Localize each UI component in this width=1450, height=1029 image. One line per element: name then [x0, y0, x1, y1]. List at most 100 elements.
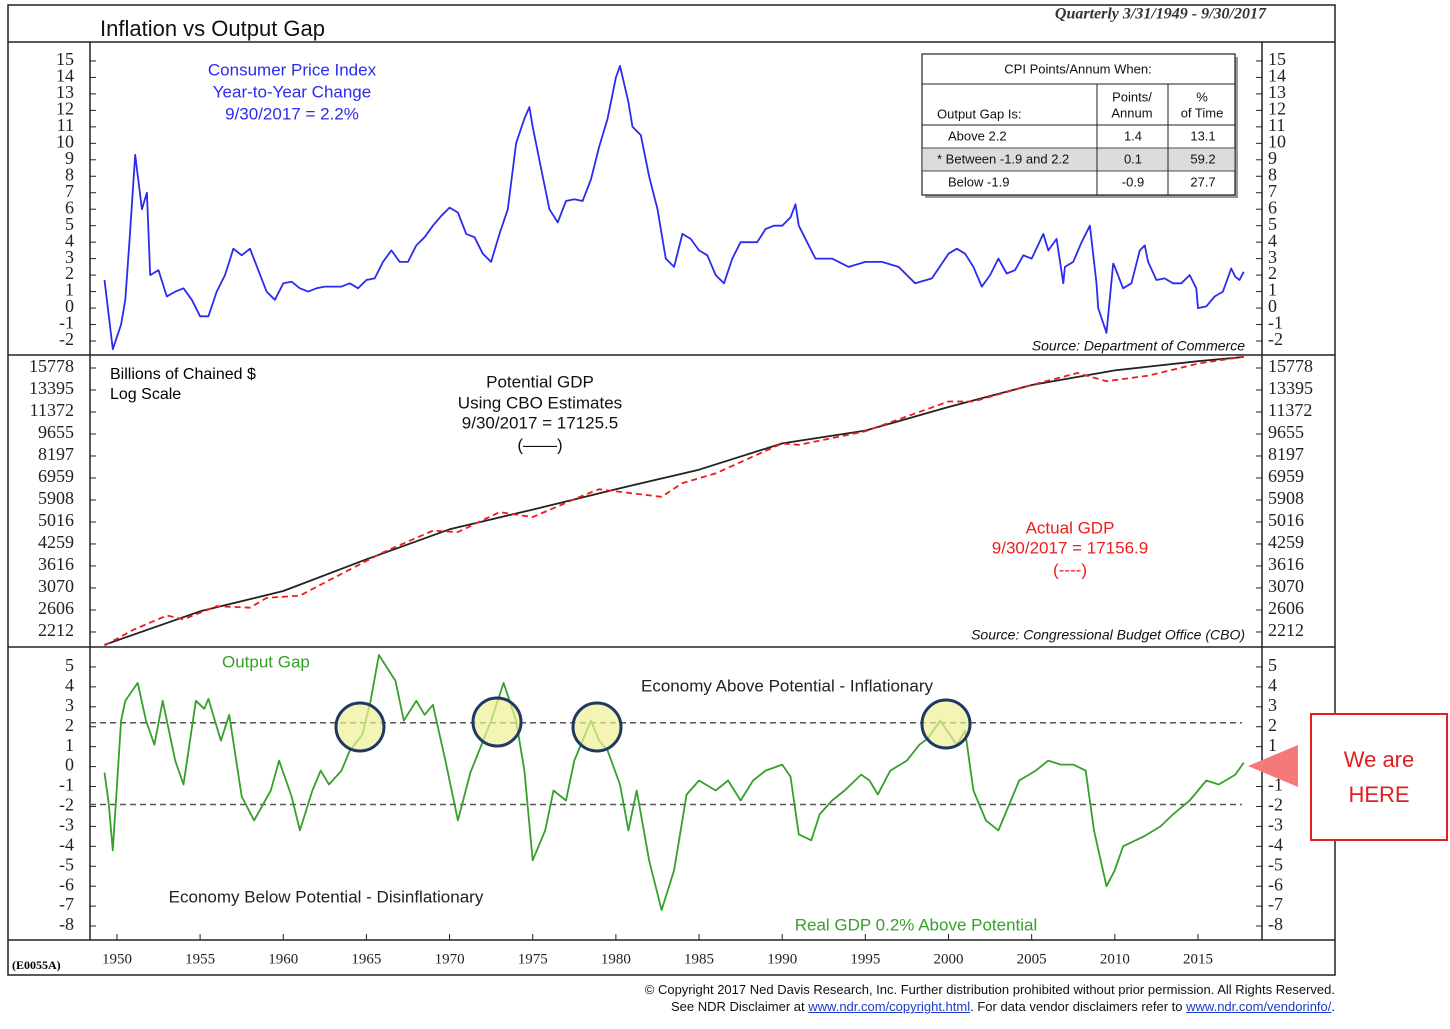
- y-tick-label: 2: [1268, 263, 1277, 283]
- y-tick-label: 10: [56, 131, 74, 151]
- table-header: Annum: [1111, 105, 1152, 120]
- cpi-annotation: Consumer Price Index Year-to-Year Change…: [208, 60, 377, 123]
- y-tick-label: 5: [1268, 655, 1277, 675]
- callout-box: [1310, 713, 1448, 841]
- y-tick-label: 15: [56, 49, 74, 69]
- y-tick-label: 2: [65, 263, 74, 283]
- y-tick-label: 6959: [38, 466, 74, 486]
- y-tick-label: 4: [65, 230, 74, 250]
- y-tick-label: -7: [59, 894, 74, 914]
- table-title: CPI Points/Annum When:: [1004, 61, 1151, 76]
- y-tick-label: 8197: [38, 444, 74, 464]
- table-header: %: [1196, 89, 1208, 104]
- units-label: Log Scale: [110, 386, 181, 403]
- table-cell: Above 2.2: [948, 128, 1007, 143]
- y-tick-label: 13395: [1268, 378, 1313, 398]
- y-tick-label: 5908: [38, 488, 74, 508]
- y-tick-label: 10: [1268, 131, 1286, 151]
- y-tick-label: 5: [65, 655, 74, 675]
- y-tick-label: 15: [1268, 49, 1286, 69]
- x-tick-label: 1960: [268, 951, 298, 967]
- y-tick-label: 11: [57, 115, 74, 135]
- callout-text: HERE: [1348, 782, 1409, 807]
- series-line: [104, 355, 1244, 647]
- copyright: © Copyright 2017 Ned Davis Research, Inc…: [644, 982, 1335, 997]
- y-tick-label: 6: [65, 197, 74, 217]
- frame: [7, 4, 1336, 976]
- y-tick-label: 0: [65, 755, 74, 775]
- table-header: Output Gap Is:: [937, 106, 1022, 121]
- y-tick-label: 3616: [38, 554, 74, 574]
- x-tick-label: 1980: [601, 951, 631, 967]
- y-tick-label: 2: [1268, 715, 1277, 735]
- x-tick-label: 1955: [185, 951, 215, 967]
- highlight-circles: [334, 696, 972, 753]
- y-tick-label: 7: [1268, 181, 1277, 201]
- y-tick-label: -8: [59, 914, 74, 934]
- y-tick-label: -6: [1268, 874, 1283, 894]
- y-tick-label: 3: [65, 247, 74, 267]
- source: Source: Department of Commerce: [1032, 338, 1245, 354]
- table-cell: * Between -1.9 and 2.2: [937, 151, 1069, 166]
- series-label: Actual GDP: [1026, 518, 1115, 537]
- y-tick-label: 8197: [1268, 444, 1304, 464]
- stats-table: CPI Points/Annum When: Output Gap Is: Po…: [921, 53, 1238, 198]
- y-tick-label: -8: [1268, 914, 1283, 934]
- y-tick-label: 11: [1268, 115, 1285, 135]
- highlight-circle: [471, 696, 523, 748]
- y-tick-label: 9: [1268, 148, 1277, 168]
- y-tick-label: 4: [1268, 230, 1277, 250]
- y-tick-label: 1: [1268, 280, 1277, 300]
- highlight-circle: [571, 701, 623, 753]
- link[interactable]: www.ndr.com/copyright.html: [808, 999, 971, 1014]
- y-tick-label: -2: [59, 795, 74, 815]
- y-tick-label: 7: [65, 181, 74, 201]
- x-tick-label: 1950: [102, 951, 132, 967]
- annotation-line: 9/30/2017 = 2.2%: [225, 104, 359, 123]
- y-tick-label: 3070: [38, 576, 74, 596]
- y-tick-label: 3616: [1268, 554, 1304, 574]
- table-cell: 1.4: [1124, 128, 1142, 143]
- y-tick-label: 1: [65, 280, 74, 300]
- y-tick-label: -1: [59, 775, 74, 795]
- table-cell: 59.2: [1190, 151, 1215, 166]
- table-row-highlight: [921, 147, 1236, 172]
- date-range: Quarterly 3/31/1949 - 9/30/2017: [1055, 6, 1267, 23]
- y-tick-label: 11372: [30, 400, 74, 420]
- y-tick-label: 1: [1268, 735, 1277, 755]
- y-tick-label: 14: [1268, 66, 1286, 86]
- y-tick-label: 2: [65, 715, 74, 735]
- y-tick-label: 13: [1268, 82, 1286, 102]
- series-label: Consumer Price Index: [208, 60, 377, 79]
- series-label: Output Gap: [222, 652, 310, 671]
- annotation-line: 9/30/2017 = 17125.5: [462, 413, 618, 432]
- link[interactable]: www.ndr.com/vendorinfo/: [1186, 999, 1332, 1014]
- potential-annotation: Potential GDP Using CBO Estimates 9/30/2…: [458, 372, 622, 454]
- y-tick-label: 13395: [29, 378, 74, 398]
- annotation-line: 9/30/2017 = 17156.9: [992, 538, 1148, 557]
- y-tick-label: -5: [59, 854, 74, 874]
- y-tick-label: 2606: [1268, 598, 1304, 618]
- y-tick-label: 6959: [1268, 466, 1304, 486]
- y-tick-label: -3: [1268, 815, 1283, 835]
- y-tick-label: 11372: [1268, 400, 1312, 420]
- annotation-line: Using CBO Estimates: [458, 393, 622, 412]
- annotation-line: (----): [1053, 560, 1087, 579]
- table-cell: -0.9: [1122, 174, 1144, 189]
- table-cell: 27.7: [1190, 174, 1215, 189]
- x-tick-label: 1975: [518, 951, 548, 967]
- x-tick-label: 2005: [1017, 951, 1047, 967]
- annotation: Economy Above Potential - Inflationary: [641, 676, 933, 695]
- y-tick-label: -2: [1268, 329, 1283, 349]
- annotation: Economy Below Potential - Disinflationar…: [169, 887, 484, 906]
- callout-arrow: [1248, 745, 1298, 787]
- units-label: Billions of Chained $: [110, 366, 256, 383]
- disclaimer-text: .: [1331, 999, 1335, 1014]
- disclaimer-text: . For data vendor disclaimers refer to: [970, 999, 1187, 1014]
- annotation-line: (——): [517, 435, 562, 454]
- series-line: [103, 65, 1245, 351]
- y-tick-label: 4259: [1268, 532, 1304, 552]
- y-tick-label: 5016: [1268, 510, 1304, 530]
